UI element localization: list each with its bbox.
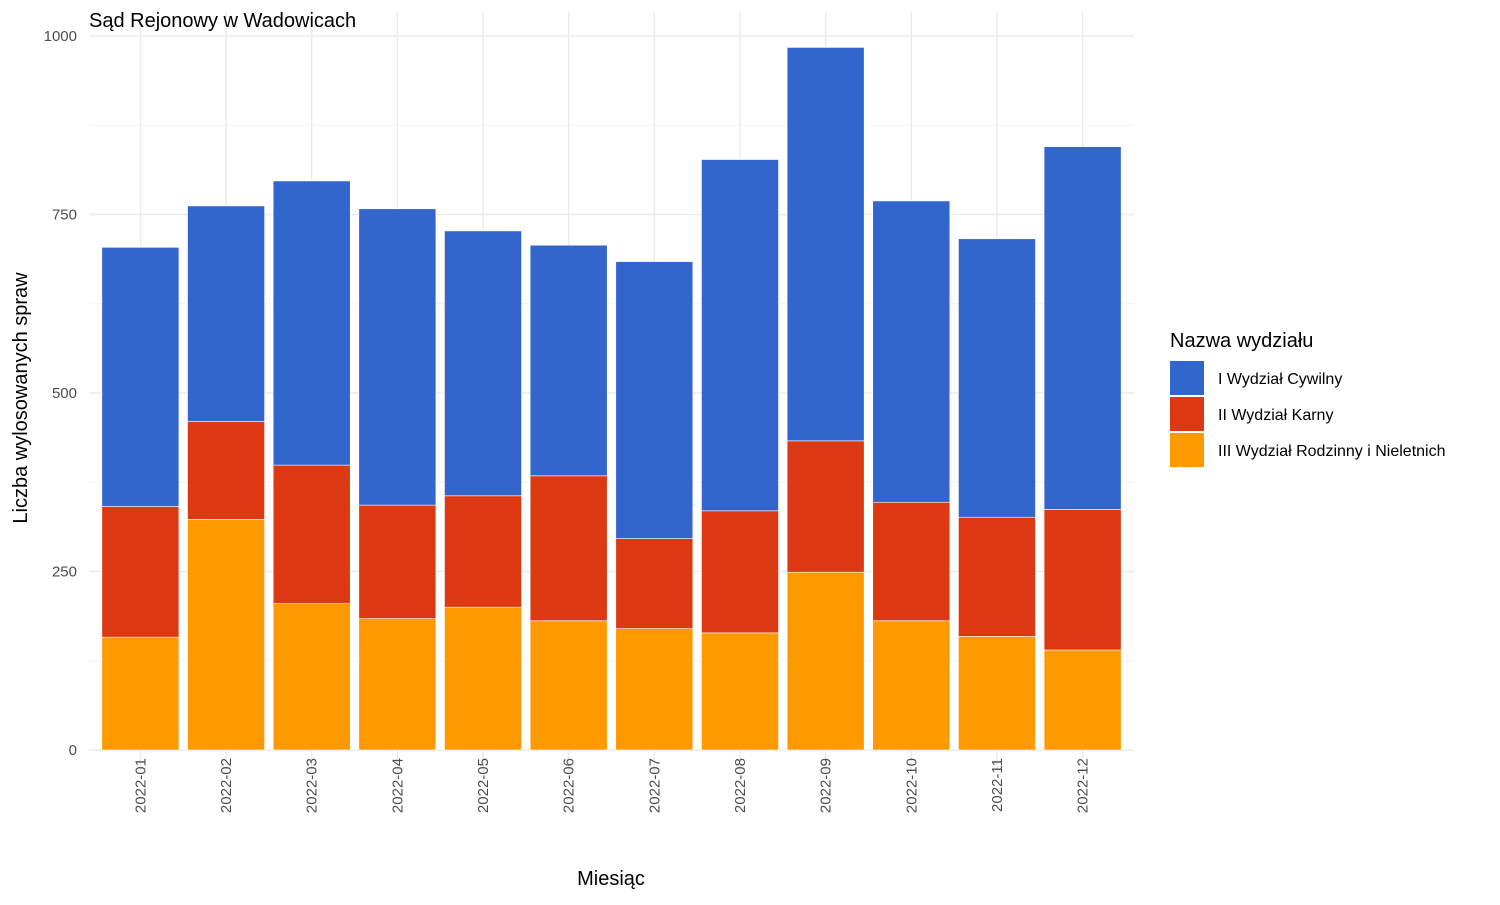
bar-segment (958, 636, 1036, 751)
bar-segment (958, 516, 1036, 637)
x-tick-label: 2022-10 (903, 758, 920, 813)
bar-segment (272, 603, 351, 751)
bar-segment (444, 606, 522, 751)
y-axis-ticks: 0 250 500 750 1000 (44, 28, 77, 759)
legend-label: III Wydział Rodzinny i Nieletnich (1218, 443, 1446, 460)
x-tick-label: 2022-12 (1075, 758, 1092, 813)
bar-segment (615, 261, 694, 539)
bar-segment (272, 180, 351, 466)
bar-segment (872, 501, 951, 622)
x-tick-label: 2022-06 (561, 758, 578, 813)
x-tick-label: 2022-01 (132, 758, 149, 813)
y-tick-label: 500 (52, 385, 77, 402)
bar-segment (187, 421, 265, 520)
bar-segment (1043, 649, 1122, 751)
bar-segment (786, 47, 865, 442)
legend-swatch (1170, 361, 1204, 395)
bar-segment (701, 159, 779, 512)
legend: Nazwa wydziału I Wydział Cywilny II Wydzi… (1170, 330, 1446, 467)
bar-segment (444, 230, 522, 497)
legend-label: I Wydział Cywilny (1218, 371, 1342, 388)
y-axis-title: Liczba wylosowanych spraw (10, 272, 32, 524)
legend-title: Nazwa wydziału (1170, 330, 1313, 352)
bar-segment (187, 205, 265, 422)
bars (101, 47, 1122, 751)
bar-segment (529, 620, 608, 751)
bar-segment (872, 620, 951, 751)
bar-segment (101, 247, 180, 507)
legend-swatch (1170, 433, 1204, 467)
bar-segment (272, 464, 351, 604)
legend-label: II Wydział Karny (1218, 407, 1333, 424)
bar-segment (187, 519, 265, 751)
x-tick-label: 2022-07 (646, 758, 663, 813)
bar-segment (358, 504, 437, 619)
bar-segment (1043, 509, 1122, 651)
legend-swatch (1170, 397, 1204, 431)
chart-title: Sąd Rejonowy w Wadowicach (89, 10, 356, 32)
x-tick-label: 2022-03 (304, 758, 321, 813)
bar-segment (615, 628, 694, 751)
y-tick-label: 250 (52, 564, 77, 581)
x-tick-label: 2022-11 (989, 758, 1006, 812)
bar-segment (529, 244, 608, 477)
y-tick-label: 1000 (44, 28, 77, 45)
bar-segment (701, 632, 779, 751)
bar-segment (786, 571, 865, 751)
x-tick-label: 2022-08 (732, 758, 749, 813)
bar-segment (615, 538, 694, 629)
x-axis-ticks: 2022-01 2022-02 2022-03 2022-04 2022-05 2022-… (132, 758, 1091, 813)
x-axis-title: Miesiąc (577, 868, 645, 890)
bar-segment (1043, 146, 1122, 510)
x-tick-label: 2022-05 (475, 758, 492, 813)
legend-items: I Wydział Cywilny II Wydział Karny III Wyd… (1170, 361, 1446, 467)
bar-segment (529, 475, 608, 622)
bar-segment (701, 510, 779, 634)
bar-segment (358, 208, 437, 506)
x-tick-label: 2022-04 (389, 758, 406, 813)
y-tick-label: 750 (52, 207, 77, 224)
bar-segment (358, 618, 437, 751)
x-tick-label: 2022-09 (818, 758, 835, 813)
bar-segment (101, 636, 180, 751)
bar-segment (872, 200, 951, 503)
bar-segment (958, 238, 1036, 518)
y-tick-label: 0 (69, 742, 77, 759)
bar-segment (101, 506, 180, 638)
x-tick-label: 2022-02 (218, 758, 235, 813)
bar-segment (444, 495, 522, 608)
bar-segment (786, 440, 865, 573)
